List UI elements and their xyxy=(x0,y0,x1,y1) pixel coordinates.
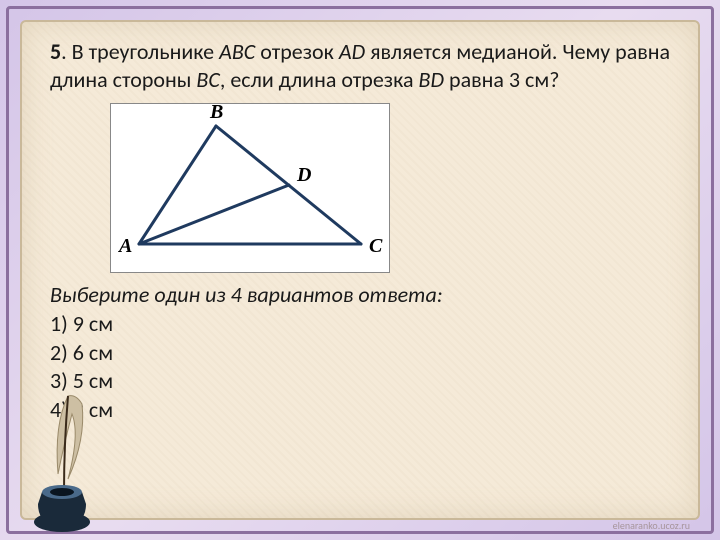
q-ad: AD xyxy=(339,38,365,65)
q-bd: BD xyxy=(419,66,445,93)
q-bc: ВС xyxy=(196,66,219,93)
watermark-text: elenaranko.ucoz.ru xyxy=(613,519,690,532)
question-text: 5. В треугольнике АВС отрезок AD являетс… xyxy=(50,38,680,93)
q-abc: АВС xyxy=(219,38,255,65)
svg-text:D: D xyxy=(296,164,311,186)
svg-text:C: C xyxy=(369,235,383,257)
answer-options: 1) 9 см 2) 6 см 3) 5 см 4) 3 см xyxy=(50,310,680,424)
option-1[interactable]: 1) 9 см xyxy=(50,310,680,339)
q-part-0: . В треугольнике xyxy=(61,38,219,65)
option-4[interactable]: 4) 3 см xyxy=(50,396,680,425)
question-number: 5 xyxy=(50,38,61,65)
content-area: 5. В треугольнике АВС отрезок AD являетс… xyxy=(50,38,680,424)
q-part-4: равна 3 см? xyxy=(444,66,559,93)
svg-text:A: A xyxy=(117,235,132,257)
answer-prompt: Выберите один из 4 вариантов ответа: xyxy=(50,281,680,308)
svg-text:B: B xyxy=(209,104,223,123)
q-part-3: , если длина отрезка xyxy=(220,66,419,93)
option-2[interactable]: 2) 6 см xyxy=(50,339,680,368)
inkwell-decoration xyxy=(14,384,114,534)
q-part-1: отрезок xyxy=(255,38,339,65)
triangle-figure: A B C D xyxy=(110,103,390,273)
option-3[interactable]: 3) 5 см xyxy=(50,367,680,396)
triangle-svg: A B C D xyxy=(111,104,391,274)
